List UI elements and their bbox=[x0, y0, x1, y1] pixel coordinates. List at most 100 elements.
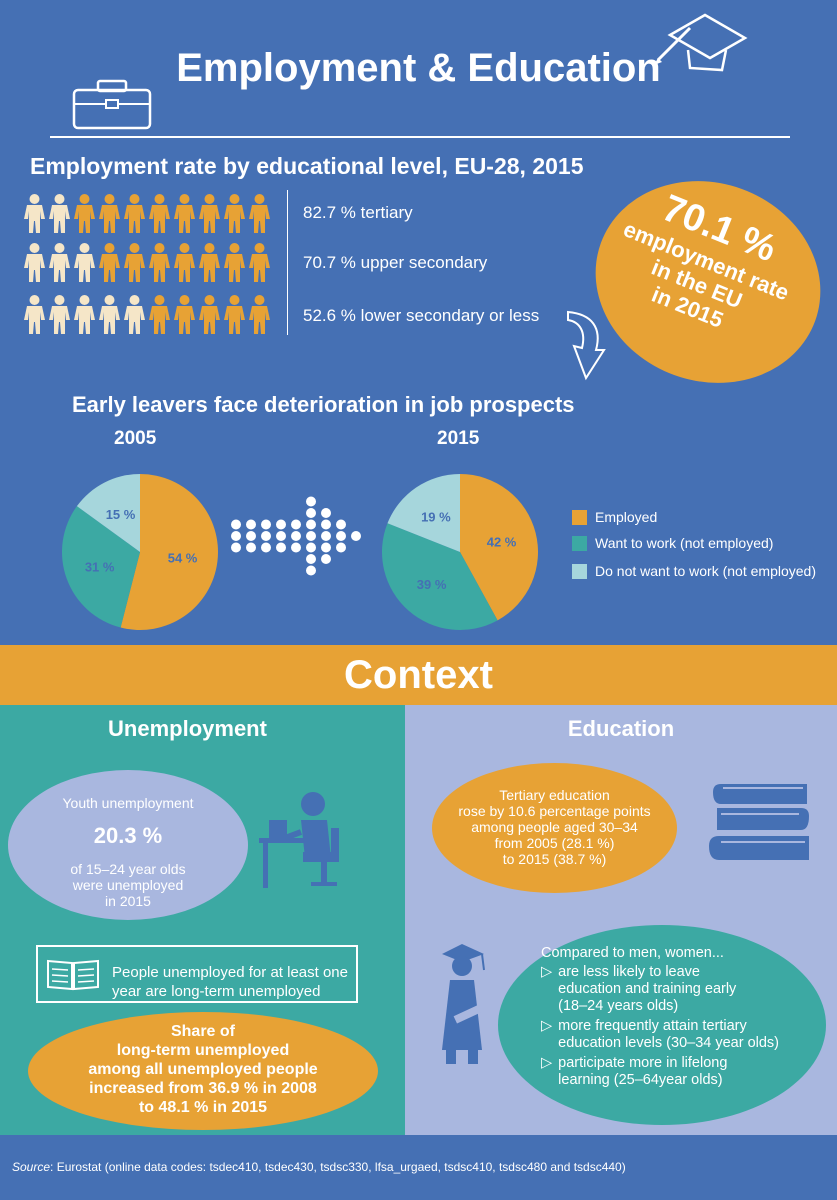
arrow-dot bbox=[321, 542, 331, 553]
person-icon bbox=[24, 243, 45, 282]
long-term-unemployed-text: People unemployed for at least one year … bbox=[112, 963, 348, 1001]
women-item-3-line2: learning (25–64year olds) bbox=[558, 1072, 723, 1088]
person-icon bbox=[199, 295, 220, 334]
briefcase-icon bbox=[72, 79, 152, 130]
triangle-bullet-icon: ▷ bbox=[541, 1055, 553, 1071]
footer-source: Source: Eurostat (online data codes: tsd… bbox=[12, 1160, 626, 1174]
arrow-dot bbox=[276, 519, 286, 530]
person-icon bbox=[149, 243, 170, 282]
arrow-dot bbox=[306, 565, 316, 576]
pie-label-1: 31 % bbox=[85, 560, 115, 575]
tertiary-education-text: Tertiary education rose by 10.6 percenta… bbox=[432, 787, 677, 867]
person-icon bbox=[49, 194, 70, 233]
people-row-tertiary bbox=[22, 193, 277, 235]
source-label: Source bbox=[12, 1160, 51, 1174]
person-icon bbox=[249, 194, 270, 233]
women-item-1-line3: (18–24 years olds) bbox=[558, 998, 679, 1014]
row-label-upper-secondary: 70.7 % upper secondary bbox=[303, 253, 488, 272]
person-icon bbox=[249, 243, 270, 282]
person-icon bbox=[74, 243, 95, 282]
person-icon bbox=[99, 194, 120, 233]
arrow-dot bbox=[321, 554, 331, 564]
person-icon bbox=[24, 295, 45, 334]
footer bbox=[0, 1135, 837, 1200]
person-icon bbox=[249, 295, 270, 334]
people-row-upper-secondary bbox=[22, 242, 277, 284]
person-icon bbox=[49, 295, 70, 334]
person-icon bbox=[74, 295, 95, 334]
year-2015-label: 2015 bbox=[437, 428, 480, 449]
arrow-dot bbox=[291, 542, 301, 553]
person-icon bbox=[199, 243, 220, 282]
person-icon bbox=[99, 295, 120, 334]
pie-slice-1 bbox=[62, 506, 140, 628]
pie-label-0: 42 % bbox=[487, 534, 517, 549]
youth-unemployment-line2: were unemployed bbox=[72, 877, 184, 893]
legend-want-to-work-label: Want to work (not employed) bbox=[595, 535, 774, 551]
youth-unemployment-value: 20.3 % bbox=[93, 823, 163, 848]
arrow-dot bbox=[246, 531, 256, 541]
arrow-dot bbox=[321, 508, 331, 518]
arrow-dot bbox=[261, 519, 271, 530]
arrow-dot bbox=[261, 542, 271, 553]
long-term-share-ellipse bbox=[28, 1012, 378, 1130]
pie-label-2: 15 % bbox=[106, 507, 136, 522]
pie-chart-2005: 54 % 31 % 15 % bbox=[62, 474, 219, 630]
person-icon bbox=[224, 243, 245, 282]
person-icon bbox=[74, 194, 95, 233]
pie-chart-2015: 42 % 39 % 19 % bbox=[382, 474, 538, 630]
women-item-2-line2: education levels (30–34 year olds) bbox=[558, 1035, 780, 1051]
person-icon bbox=[224, 295, 245, 334]
row-label-lower-secondary: 52.6 % lower secondary or less bbox=[303, 306, 540, 325]
arrow-dot bbox=[336, 531, 346, 541]
tertiary-line4: from 2005 (28.1 %) bbox=[494, 835, 615, 851]
arrow-dot bbox=[306, 508, 316, 518]
dotted-arrow-icon bbox=[231, 496, 361, 576]
legend-want-to-work: Want to work (not employed) bbox=[572, 535, 773, 551]
person-icon bbox=[124, 295, 145, 334]
long-term-share-text: Share of long-term unemployed among all … bbox=[28, 1022, 378, 1117]
long-term-line1: People unemployed for at least one bbox=[112, 964, 348, 981]
pie-slice-2 bbox=[387, 474, 460, 552]
tertiary-line1: Tertiary education bbox=[499, 787, 610, 803]
women-comparison-ellipse bbox=[498, 925, 826, 1125]
curved-arrow-icon bbox=[567, 310, 606, 381]
arrow-dot bbox=[276, 542, 286, 553]
people-row-lower-secondary bbox=[22, 294, 277, 336]
person-icon bbox=[124, 243, 145, 282]
tertiary-line3: among people aged 30–34 bbox=[471, 819, 638, 835]
legend-not-want-to-work-label: Do not want to work (not employed) bbox=[595, 563, 816, 579]
women-item: ▷ participate more in lifelong learning … bbox=[541, 1055, 821, 1089]
arrow-dot bbox=[291, 519, 301, 530]
tertiary-education-ellipse bbox=[432, 763, 677, 893]
arrow-dot bbox=[336, 542, 346, 553]
arrow-dot bbox=[321, 519, 331, 530]
triangle-bullet-icon: ▷ bbox=[541, 964, 553, 980]
early-leavers-heading: Early leavers face deterioration in job … bbox=[72, 392, 575, 417]
person-icon bbox=[124, 194, 145, 233]
graduation-cap-icon bbox=[654, 13, 748, 72]
education-title: Education bbox=[567, 716, 675, 741]
share-line2: long-term unemployed bbox=[116, 1042, 290, 1059]
books-stack-icon bbox=[709, 784, 809, 860]
youth-unemployment-text: Youth unemployment 20.3 % of 15–24 year … bbox=[8, 795, 248, 909]
arrow-dot bbox=[291, 531, 301, 541]
youth-unemployment-label: Youth unemployment bbox=[62, 795, 194, 811]
share-line3: among all unemployed people bbox=[88, 1061, 318, 1078]
page-title: Employment & Education bbox=[176, 46, 661, 90]
employment-heading: Employment rate by educational level, EU… bbox=[30, 153, 584, 179]
pie-label-2: 19 % bbox=[421, 510, 451, 525]
person-icon bbox=[174, 194, 195, 233]
person-icon bbox=[149, 295, 170, 334]
open-book-icon bbox=[47, 959, 99, 991]
pie-label-1: 39 % bbox=[417, 577, 447, 592]
person-icon bbox=[99, 243, 120, 282]
women-intro: Compared to men, women... bbox=[541, 945, 724, 961]
arrow-dot bbox=[231, 519, 241, 530]
arrow-dot bbox=[246, 519, 256, 530]
arrow-dot bbox=[231, 542, 241, 553]
legend-employed: Employed bbox=[572, 509, 657, 525]
pie-slice-1 bbox=[382, 523, 498, 630]
pie-slice-0 bbox=[120, 474, 219, 630]
person-icon bbox=[224, 194, 245, 233]
